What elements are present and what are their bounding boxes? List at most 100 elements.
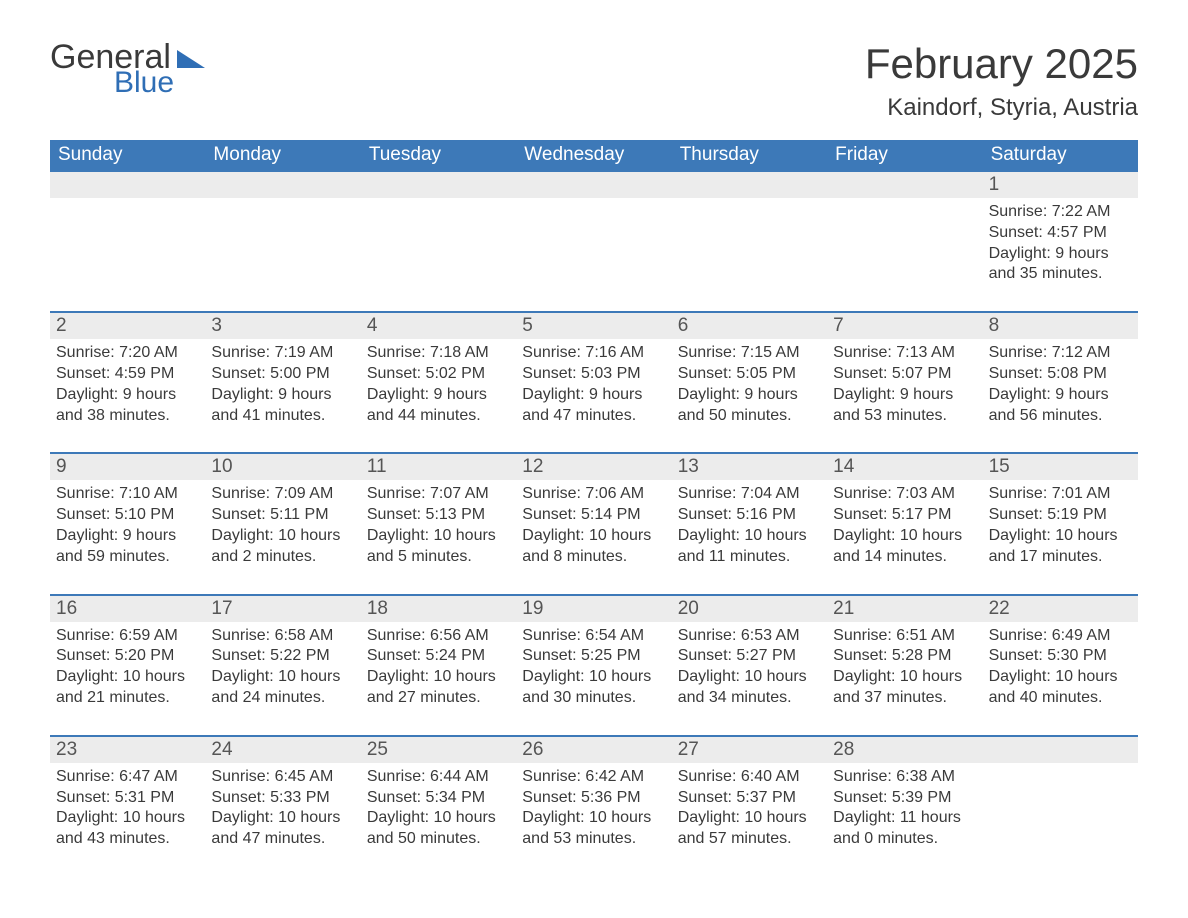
sunset-text: Sunset: 5:08 PM — [989, 364, 1132, 385]
daynum-row: 232425262728 — [50, 737, 1138, 763]
day-cell: Sunrise: 6:40 AMSunset: 5:37 PMDaylight:… — [672, 763, 827, 876]
day-cell: Sunrise: 7:01 AMSunset: 5:19 PMDaylight:… — [983, 480, 1138, 593]
day-cell: Sunrise: 7:03 AMSunset: 5:17 PMDaylight:… — [827, 480, 982, 593]
sunset-text: Sunset: 5:31 PM — [56, 788, 199, 809]
sunrise-text: Sunrise: 6:45 AM — [211, 767, 354, 788]
weekday-header: Wednesday — [516, 140, 671, 172]
daynum-row: 16171819202122 — [50, 596, 1138, 622]
logo-text-blue: Blue — [114, 68, 205, 98]
sunrise-text: Sunrise: 7:19 AM — [211, 343, 354, 364]
sunset-text: Sunset: 5:11 PM — [211, 505, 354, 526]
daylight-text: Daylight: 9 hours and 44 minutes. — [367, 385, 510, 427]
day-cell — [516, 198, 671, 311]
day-number — [361, 172, 516, 198]
day-number: 21 — [827, 596, 982, 622]
day-number: 23 — [50, 737, 205, 763]
sunset-text: Sunset: 5:34 PM — [367, 788, 510, 809]
daylight-text: Daylight: 9 hours and 38 minutes. — [56, 385, 199, 427]
sunset-text: Sunset: 5:02 PM — [367, 364, 510, 385]
sunset-text: Sunset: 5:19 PM — [989, 505, 1132, 526]
day-cell — [50, 198, 205, 311]
day-number: 3 — [205, 313, 360, 339]
sunset-text: Sunset: 5:07 PM — [833, 364, 976, 385]
day-cell: Sunrise: 7:22 AMSunset: 4:57 PMDaylight:… — [983, 198, 1138, 311]
sunrise-text: Sunrise: 6:53 AM — [678, 626, 821, 647]
calendar-week: 2345678Sunrise: 7:20 AMSunset: 4:59 PMDa… — [50, 311, 1138, 452]
sunrise-text: Sunrise: 7:04 AM — [678, 484, 821, 505]
day-number: 9 — [50, 454, 205, 480]
calendar-week: 9101112131415Sunrise: 7:10 AMSunset: 5:1… — [50, 452, 1138, 593]
sunrise-text: Sunrise: 6:56 AM — [367, 626, 510, 647]
sunset-text: Sunset: 5:13 PM — [367, 505, 510, 526]
day-cell — [827, 198, 982, 311]
sunrise-text: Sunrise: 6:54 AM — [522, 626, 665, 647]
day-number: 2 — [50, 313, 205, 339]
sunset-text: Sunset: 4:57 PM — [989, 223, 1132, 244]
sunset-text: Sunset: 4:59 PM — [56, 364, 199, 385]
day-number: 12 — [516, 454, 671, 480]
sunset-text: Sunset: 5:28 PM — [833, 646, 976, 667]
day-cell — [672, 198, 827, 311]
day-cell — [205, 198, 360, 311]
sunset-text: Sunset: 5:30 PM — [989, 646, 1132, 667]
day-number: 28 — [827, 737, 982, 763]
daylight-text: Daylight: 10 hours and 34 minutes. — [678, 667, 821, 709]
day-cell: Sunrise: 7:18 AMSunset: 5:02 PMDaylight:… — [361, 339, 516, 452]
sunset-text: Sunset: 5:05 PM — [678, 364, 821, 385]
sunrise-text: Sunrise: 6:42 AM — [522, 767, 665, 788]
daylight-text: Daylight: 10 hours and 21 minutes. — [56, 667, 199, 709]
day-number: 7 — [827, 313, 982, 339]
sunrise-text: Sunrise: 6:58 AM — [211, 626, 354, 647]
day-cell: Sunrise: 7:07 AMSunset: 5:13 PMDaylight:… — [361, 480, 516, 593]
day-cell: Sunrise: 6:44 AMSunset: 5:34 PMDaylight:… — [361, 763, 516, 876]
sunset-text: Sunset: 5:20 PM — [56, 646, 199, 667]
month-title: February 2025 — [865, 40, 1138, 88]
day-number: 27 — [672, 737, 827, 763]
day-number — [516, 172, 671, 198]
day-cell: Sunrise: 7:13 AMSunset: 5:07 PMDaylight:… — [827, 339, 982, 452]
daylight-text: Daylight: 10 hours and 24 minutes. — [211, 667, 354, 709]
sunset-text: Sunset: 5:16 PM — [678, 505, 821, 526]
day-cell: Sunrise: 7:15 AMSunset: 5:05 PMDaylight:… — [672, 339, 827, 452]
daylight-text: Daylight: 9 hours and 50 minutes. — [678, 385, 821, 427]
sunrise-text: Sunrise: 6:47 AM — [56, 767, 199, 788]
weekday-header: Saturday — [983, 140, 1138, 172]
sunrise-text: Sunrise: 7:07 AM — [367, 484, 510, 505]
daylight-text: Daylight: 10 hours and 40 minutes. — [989, 667, 1132, 709]
sunset-text: Sunset: 5:33 PM — [211, 788, 354, 809]
sunset-text: Sunset: 5:24 PM — [367, 646, 510, 667]
daylight-text: Daylight: 9 hours and 47 minutes. — [522, 385, 665, 427]
day-number — [205, 172, 360, 198]
sunrise-text: Sunrise: 7:06 AM — [522, 484, 665, 505]
logo: General Blue — [50, 40, 205, 98]
day-number: 10 — [205, 454, 360, 480]
sunrise-text: Sunrise: 6:49 AM — [989, 626, 1132, 647]
sunrise-text: Sunrise: 7:12 AM — [989, 343, 1132, 364]
day-cell: Sunrise: 6:59 AMSunset: 5:20 PMDaylight:… — [50, 622, 205, 735]
weekday-header: Friday — [827, 140, 982, 172]
sunset-text: Sunset: 5:03 PM — [522, 364, 665, 385]
day-cell: Sunrise: 7:16 AMSunset: 5:03 PMDaylight:… — [516, 339, 671, 452]
day-cell: Sunrise: 7:09 AMSunset: 5:11 PMDaylight:… — [205, 480, 360, 593]
day-number: 11 — [361, 454, 516, 480]
day-cell: Sunrise: 7:20 AMSunset: 4:59 PMDaylight:… — [50, 339, 205, 452]
daylight-text: Daylight: 9 hours and 59 minutes. — [56, 526, 199, 568]
daylight-text: Daylight: 10 hours and 5 minutes. — [367, 526, 510, 568]
day-cell: Sunrise: 7:04 AMSunset: 5:16 PMDaylight:… — [672, 480, 827, 593]
header: General Blue February 2025 Kaindorf, Sty… — [50, 40, 1138, 122]
sunset-text: Sunset: 5:25 PM — [522, 646, 665, 667]
weekday-header-row: SundayMondayTuesdayWednesdayThursdayFrid… — [50, 140, 1138, 172]
daylight-text: Daylight: 9 hours and 41 minutes. — [211, 385, 354, 427]
day-number: 24 — [205, 737, 360, 763]
daylight-text: Daylight: 10 hours and 17 minutes. — [989, 526, 1132, 568]
sunrise-text: Sunrise: 7:01 AM — [989, 484, 1132, 505]
sunset-text: Sunset: 5:36 PM — [522, 788, 665, 809]
day-cell: Sunrise: 6:38 AMSunset: 5:39 PMDaylight:… — [827, 763, 982, 876]
daybody-row: Sunrise: 7:10 AMSunset: 5:10 PMDaylight:… — [50, 480, 1138, 593]
day-number: 4 — [361, 313, 516, 339]
daynum-row: 2345678 — [50, 313, 1138, 339]
daylight-text: Daylight: 9 hours and 53 minutes. — [833, 385, 976, 427]
daybody-row: Sunrise: 7:22 AMSunset: 4:57 PMDaylight:… — [50, 198, 1138, 311]
day-number: 25 — [361, 737, 516, 763]
weekday-header: Tuesday — [361, 140, 516, 172]
